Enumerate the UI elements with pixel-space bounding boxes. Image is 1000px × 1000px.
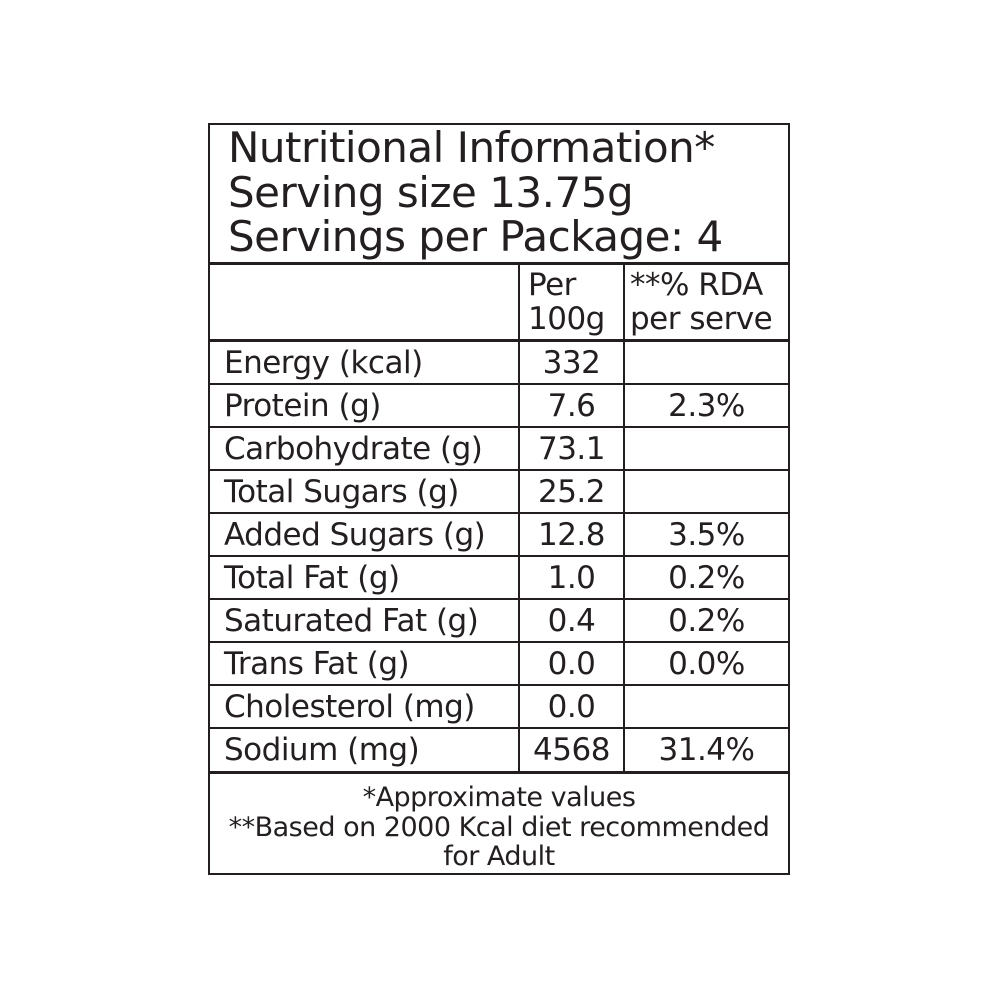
nutrient-name: Carbohydrate (g): [224, 430, 483, 467]
rda-value: [623, 686, 788, 727]
table-row-total-sugars: Total Sugars (g) 25.2: [210, 471, 788, 514]
footnote-approximate-values: *Approximate values: [362, 782, 636, 813]
column-header-rda-per-serve: **% RDA per serve: [623, 265, 788, 339]
label-title: Nutritional Information*: [228, 125, 715, 172]
table-row-protein: Protein (g) 7.6 2.3%: [210, 385, 788, 428]
rda-value: 3.5%: [623, 514, 788, 555]
table-header-row: Per 100g **% RDA per serve: [210, 265, 788, 342]
rda-value: [623, 471, 788, 512]
per-100g-value: 0.0: [518, 686, 623, 727]
nutrient-name: Saturated Fat (g): [224, 602, 479, 639]
nutrient-name: Energy (kcal): [224, 344, 423, 381]
per-100g-value: 0.0: [518, 643, 623, 684]
per-100g-value: 7.6: [518, 385, 623, 426]
nutrient-name: Trans Fat (g): [224, 645, 410, 682]
rda-value: [623, 428, 788, 469]
rda-value: 0.0%: [623, 643, 788, 684]
nutrition-facts-panel: Nutritional Information* Serving size 13…: [208, 123, 790, 875]
nutrient-name: Total Sugars (g): [224, 473, 459, 510]
per-100g-value: 4568: [518, 729, 623, 771]
per-100g-value: 1.0: [518, 557, 623, 598]
table-row-carbohydrate: Carbohydrate (g) 73.1: [210, 428, 788, 471]
rda-value: 31.4%: [623, 729, 788, 771]
rda-value: [623, 342, 788, 383]
servings-per-package-text: Servings per Package: 4: [228, 212, 723, 261]
label-header: Nutritional Information* Serving size 13…: [210, 125, 788, 265]
rda-value: 2.3%: [623, 385, 788, 426]
per-100g-value: 25.2: [518, 471, 623, 512]
nutrient-name: Added Sugars (g): [224, 516, 486, 553]
table-row-sodium: Sodium (mg) 4568 31.4%: [210, 729, 788, 774]
per-100g-value: 73.1: [518, 428, 623, 469]
table-row-added-sugars: Added Sugars (g) 12.8 3.5%: [210, 514, 788, 557]
rda-value: 0.2%: [623, 600, 788, 641]
column-header-nutrient: [210, 265, 518, 339]
table-row-saturated-fat: Saturated Fat (g) 0.4 0.2%: [210, 600, 788, 643]
table-row-energy: Energy (kcal) 332: [210, 342, 788, 385]
nutrient-name: Total Fat (g): [224, 559, 400, 596]
nutrient-name: Cholesterol (mg): [224, 688, 475, 725]
nutrient-name: Protein (g): [224, 387, 381, 424]
per-100g-value: 0.4: [518, 600, 623, 641]
label-footnotes: *Approximate values **Based on 2000 Kcal…: [210, 774, 788, 873]
rda-value: 0.2%: [623, 557, 788, 598]
per-100g-value: 12.8: [518, 514, 623, 555]
column-header-per-100g: Per 100g: [518, 265, 623, 339]
table-row-trans-fat: Trans Fat (g) 0.0 0.0%: [210, 643, 788, 686]
per-100g-value: 332: [518, 342, 623, 383]
table-row-cholesterol: Cholesterol (mg) 0.0: [210, 686, 788, 729]
table-row-total-fat: Total Fat (g) 1.0 0.2%: [210, 557, 788, 600]
footnote-rda-basis: **Based on 2000 Kcal diet recommended fo…: [228, 811, 770, 872]
serving-size-text: Serving size 13.75g: [228, 167, 634, 217]
nutrient-name: Sodium (mg): [224, 732, 420, 768]
